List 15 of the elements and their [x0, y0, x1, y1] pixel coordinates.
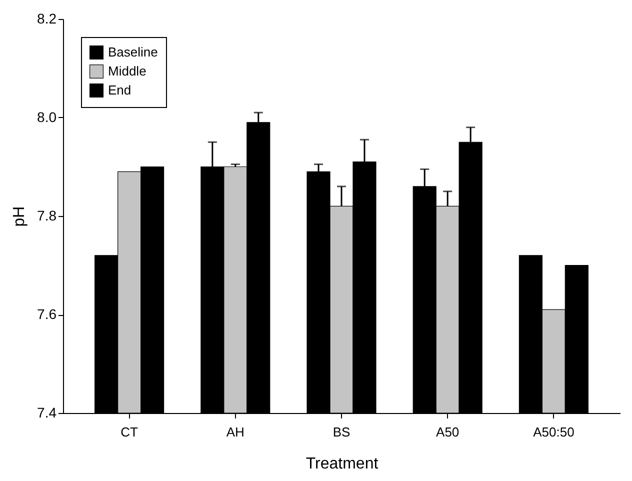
y-tick-label: 7.6 [37, 306, 57, 322]
y-tick-label: 8.2 [37, 10, 57, 26]
x-tick-label: BS [332, 424, 350, 440]
legend-label: Middle [108, 64, 146, 78]
y-axis-title: pH [11, 206, 28, 227]
legend-label: End [108, 82, 132, 98]
y-tick-label: 8.0 [37, 109, 57, 125]
x-tick-label: CT [120, 424, 138, 440]
x-axis-title: Treatment [306, 456, 379, 472]
y-tick-label: 7.8 [37, 208, 57, 224]
y-tick-label: 7.4 [37, 404, 57, 420]
legend-label: Baseline [108, 44, 158, 60]
x-tick-label: A50:50 [533, 424, 574, 440]
x-tick-label: AH [226, 424, 244, 440]
x-tick-label: A50 [436, 424, 460, 440]
